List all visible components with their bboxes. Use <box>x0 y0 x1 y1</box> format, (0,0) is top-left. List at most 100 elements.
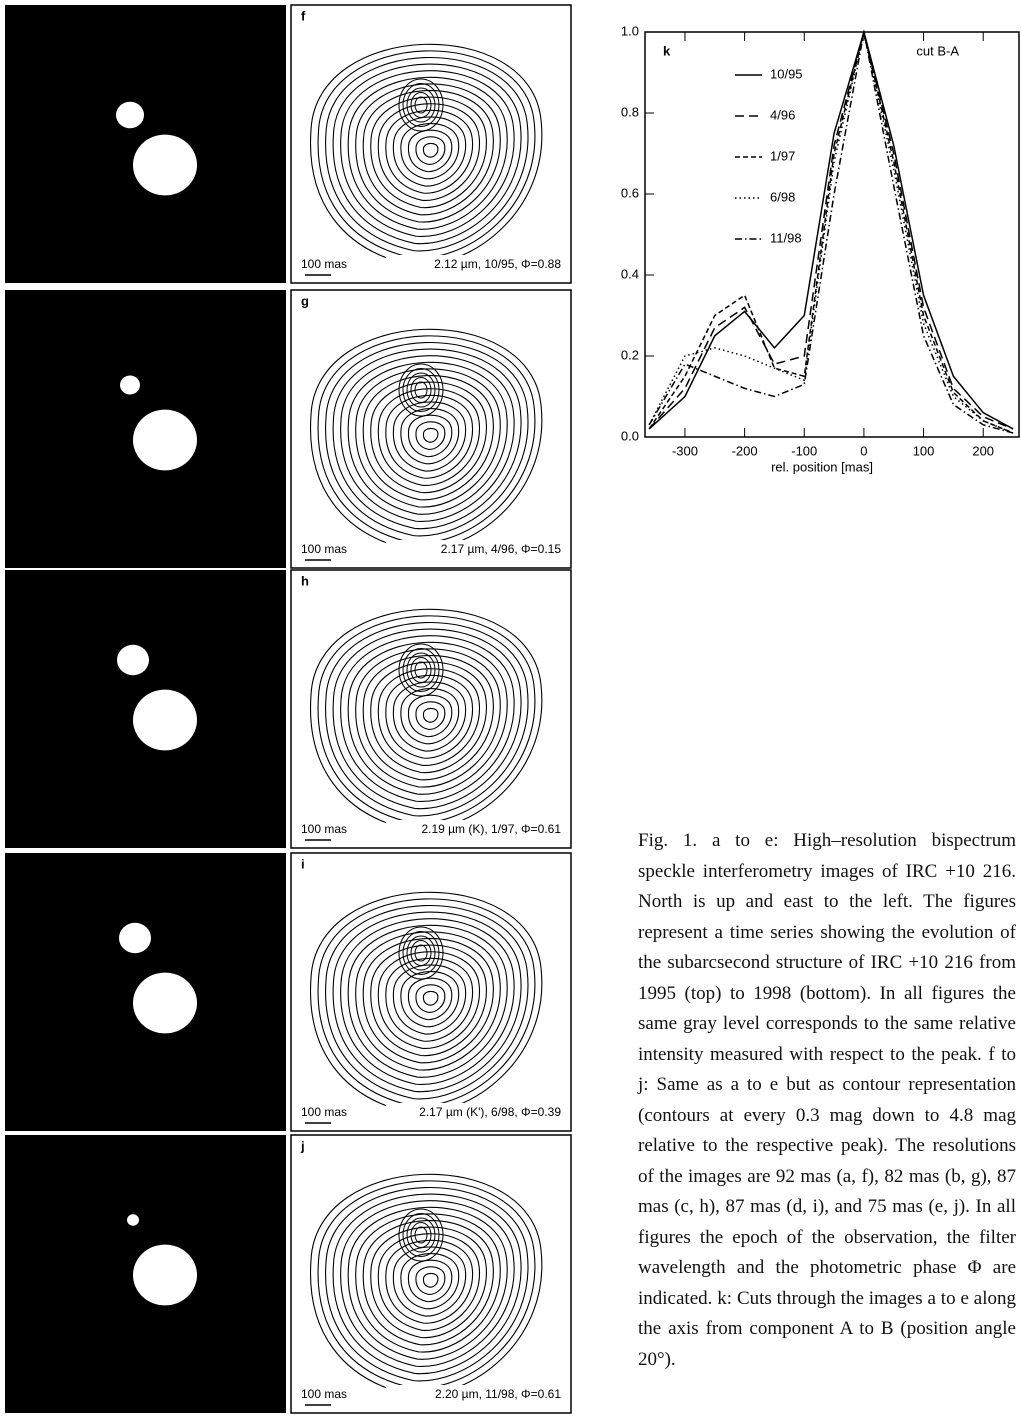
contour <box>332 911 522 1093</box>
contour <box>402 368 440 412</box>
contour <box>415 1266 446 1295</box>
image-blob <box>119 922 151 954</box>
caption-bg <box>386 1385 566 1405</box>
y-tick-label: 0.4 <box>621 266 639 281</box>
figure: -300 -200 -100 0 100 200 0.0 0.2 0.4 0.6 0.8 1.0 rel… <box>621 23 1020 474</box>
contour <box>392 1246 466 1317</box>
image-blob <box>133 689 197 751</box>
contour <box>414 381 428 399</box>
series-line <box>648 31 1014 434</box>
panel-label: j <box>300 1138 305 1153</box>
contour <box>325 622 529 817</box>
panel-label: f <box>301 8 306 23</box>
contour <box>355 368 501 508</box>
contour <box>325 905 529 1100</box>
contour <box>414 96 428 114</box>
contour <box>406 652 436 688</box>
contour <box>317 50 536 259</box>
contour <box>414 1226 428 1244</box>
contour <box>406 1217 436 1253</box>
scale-label: 100 mas <box>301 257 347 271</box>
contour <box>362 655 494 781</box>
contour <box>377 668 480 766</box>
annotation: cut B-A <box>916 43 959 58</box>
contour <box>355 1213 501 1353</box>
contour <box>377 1233 480 1331</box>
contour <box>415 136 446 165</box>
contour <box>422 142 439 158</box>
y-tick-label: 0.2 <box>621 347 639 362</box>
contour <box>309 608 543 831</box>
panel-label: h <box>301 573 309 588</box>
caption-bg <box>386 820 566 840</box>
contour <box>400 123 460 180</box>
image-panels: f 100 mas 2.12 µm, 10/95, Φ=0.88 g 100 mas 2.… <box>5 4 572 1414</box>
contour <box>362 90 494 216</box>
contour <box>309 1173 543 1396</box>
contour <box>340 635 515 802</box>
contour <box>392 401 466 472</box>
caption-bg <box>386 1103 566 1123</box>
contour <box>377 103 480 201</box>
contour <box>406 935 436 971</box>
contour <box>325 342 529 537</box>
caption-bg <box>386 255 566 275</box>
y-tick-label: 1.0 <box>621 23 639 38</box>
contour <box>400 971 460 1028</box>
contour <box>414 944 428 962</box>
contour <box>370 96 487 209</box>
contour <box>309 891 543 1114</box>
scale-label: 100 mas <box>301 1387 347 1401</box>
series-line <box>648 31 1014 434</box>
contour <box>317 898 536 1107</box>
contour <box>410 1222 432 1248</box>
contour <box>355 83 501 223</box>
contour <box>400 688 460 745</box>
contour <box>400 1253 460 1310</box>
x-axis-label: rel. position [mas] <box>771 459 873 474</box>
figure-caption: Fig. 1. a to e: High–resolution bispectr… <box>638 830 1016 1370</box>
contour <box>370 381 487 494</box>
panel-caption: 2.17 µm (K'), 6/98, Φ=0.39 <box>419 1105 561 1119</box>
contour <box>406 372 436 408</box>
contour <box>340 355 515 522</box>
contour <box>325 57 529 252</box>
contour <box>355 931 501 1071</box>
scale-label: 100 mas <box>301 542 347 556</box>
image-blob <box>133 409 197 471</box>
contour <box>392 681 466 752</box>
contour <box>317 1180 536 1389</box>
contour <box>422 990 439 1006</box>
plot-frame <box>644 31 1020 438</box>
contour <box>347 924 508 1078</box>
contour <box>347 1206 508 1360</box>
image-blob <box>127 1214 139 1226</box>
series-line <box>648 29 1014 430</box>
contour <box>340 918 515 1085</box>
contour <box>332 348 522 530</box>
legend-label: 1/97 <box>770 148 795 163</box>
x-tick-label: -300 <box>672 443 698 458</box>
x-tick-label: 100 <box>913 443 935 458</box>
x-tick-label: 200 <box>972 443 994 458</box>
y-tick-label: 0.8 <box>621 104 639 119</box>
contour <box>398 643 444 697</box>
contour <box>398 363 444 417</box>
image-blob <box>133 972 197 1034</box>
contour <box>422 427 439 443</box>
y-tick-label: 0.6 <box>621 185 639 200</box>
legend-label: 11/98 <box>770 230 802 245</box>
contour <box>340 1200 515 1367</box>
contour <box>370 661 487 774</box>
contour <box>309 43 543 266</box>
contour <box>370 1226 487 1339</box>
contour <box>377 951 480 1049</box>
contour <box>410 377 432 403</box>
scale-label: 100 mas <box>301 822 347 836</box>
contour <box>415 984 446 1013</box>
contour <box>398 926 444 980</box>
contour <box>317 335 536 544</box>
x-tick-label: -100 <box>791 443 817 458</box>
contour <box>332 63 522 245</box>
